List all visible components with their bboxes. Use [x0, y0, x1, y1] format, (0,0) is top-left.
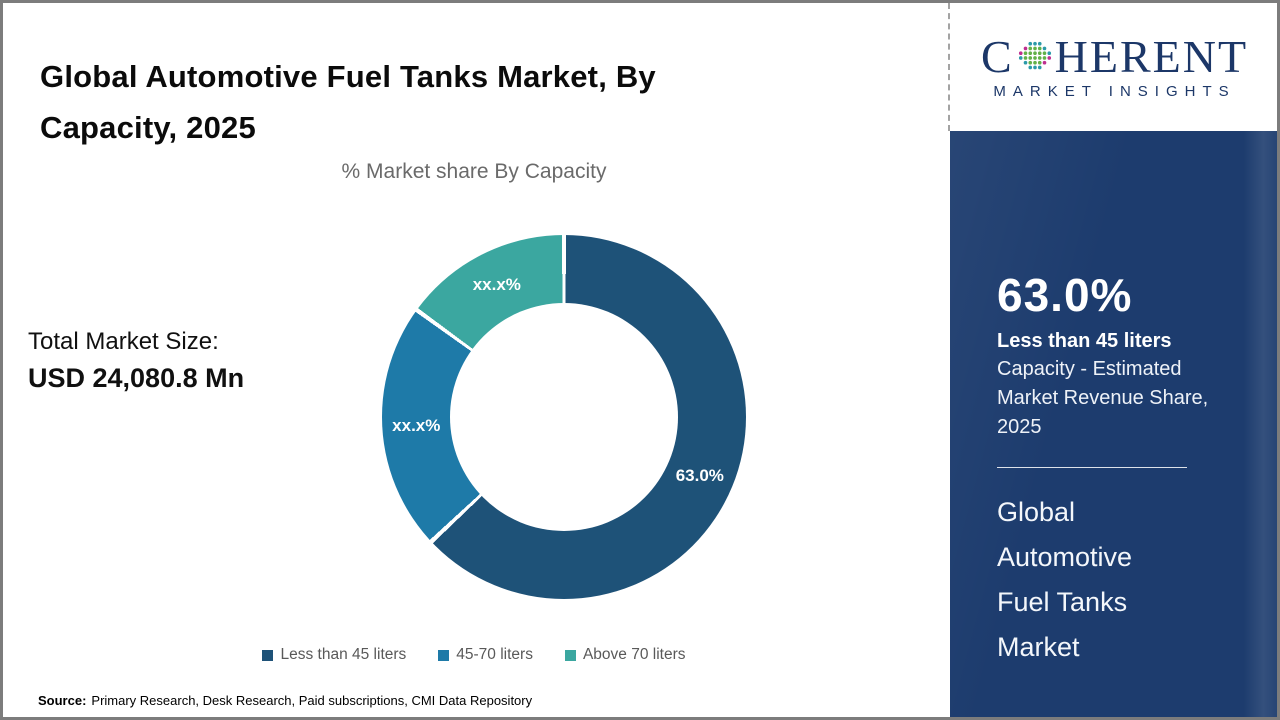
- legend-swatch-icon: [564, 649, 576, 661]
- logo-tagline: MARKET INSIGHTS: [993, 83, 1236, 100]
- sidebar-divider: [997, 467, 1187, 468]
- globe-dots-icon: [1018, 41, 1051, 70]
- sidebar-market-name: Global Automotive Fuel Tanks Market: [997, 497, 1133, 662]
- highlight-description: Capacity - Estimated Market Revenue Shar…: [997, 358, 1209, 438]
- highlight-sidebar: 63.0% Less than 45 liters Capacity - Est…: [950, 131, 1280, 717]
- legend-item: 45-70 liters: [438, 646, 533, 664]
- slice-label: xx.x%: [392, 416, 441, 436]
- chart-title: % Market share By Capacity: [341, 160, 607, 183]
- chart-legend: Less than 45 liters 45-70 liters Above 70 …: [0, 646, 948, 664]
- donut-hole: [450, 303, 678, 531]
- legend-swatch-icon: [438, 649, 450, 661]
- page-title: Global Automotive Fuel Tanks Market, By …: [40, 58, 656, 145]
- brand-logo-area: C HERENT MARKET INSIGHTS: [948, 3, 1279, 131]
- total-market-size-block: Total Market Size: USD 24,080.8 Mn: [28, 326, 244, 398]
- slice-label: xx.x%: [472, 275, 521, 295]
- highlight-stat-value: 63.0%: [997, 269, 1133, 321]
- total-market-size-value: USD 24,080.8 Mn: [28, 363, 245, 393]
- legend-label: Above 70 liters: [582, 646, 686, 663]
- source-text: Primary Research, Desk Research, Paid su…: [91, 693, 533, 708]
- legend-label: Less than 45 liters: [280, 646, 407, 663]
- highlight-segment-name: Less than 45 liters: [997, 330, 1172, 352]
- brand-logo: C HERENT: [981, 34, 1248, 80]
- legend-label: 45-70 liters: [456, 646, 533, 663]
- total-market-size-label: Total Market Size:: [28, 328, 219, 355]
- infographic-main-area: Global Automotive Fuel Tanks Market, By …: [0, 58, 948, 708]
- slice-label: 63.0%: [675, 465, 724, 485]
- legend-item: Above 70 liters: [564, 646, 686, 664]
- logo-letters-herent: HERENT: [1054, 31, 1249, 82]
- source-label: Source:: [38, 693, 87, 708]
- source-line: Source: Primary Research, Desk Research, …: [38, 693, 532, 708]
- donut-chart-wrapper: 63.0% xx.x% xx.x%: [382, 235, 746, 599]
- legend-item: Less than 45 liters: [262, 646, 406, 664]
- logo-letter-c: C: [980, 31, 1014, 82]
- legend-swatch-icon: [262, 649, 274, 661]
